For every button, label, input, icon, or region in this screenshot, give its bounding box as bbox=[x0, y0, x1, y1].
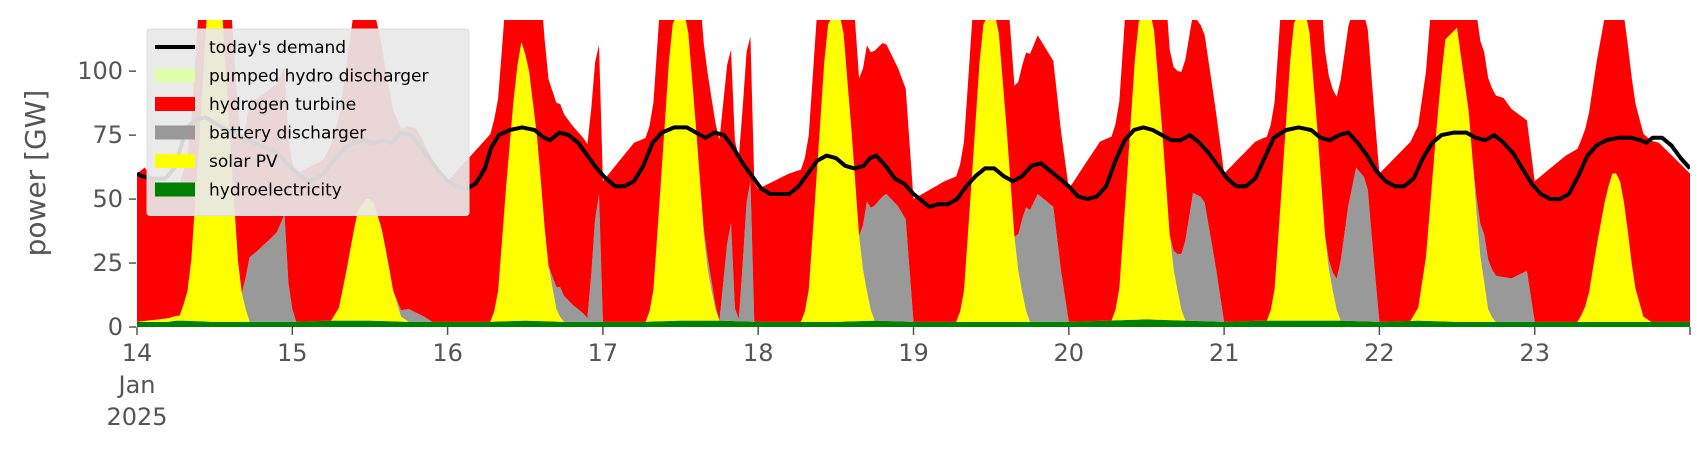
x-tick-label: 2025 bbox=[106, 403, 167, 431]
legend-item-hydrogen-turbine: hydrogen turbine bbox=[155, 95, 356, 115]
x-tick-label: 14 bbox=[122, 339, 153, 367]
legend-item-hydroelectricity: hydroelectricity bbox=[155, 181, 342, 201]
legend-label: hydrogen turbine bbox=[209, 95, 356, 115]
area-hydroelectricity bbox=[137, 319, 1690, 327]
legend-item-pumped-hydro-discharger: pumped hydro discharger bbox=[155, 67, 428, 87]
legend-swatch bbox=[155, 97, 195, 111]
area-hydrogen-turbine bbox=[137, 20, 1690, 322]
legend: today's demand pumped hydro discharger hyd… bbox=[146, 28, 470, 216]
legend-label: pumped hydro discharger bbox=[209, 67, 428, 87]
legend-item-battery-discharger: battery discharger bbox=[155, 124, 366, 144]
y-tick-label: 100 bbox=[77, 57, 123, 85]
x-tick-label: 22 bbox=[1364, 339, 1395, 367]
x-tick-label: 15 bbox=[277, 339, 308, 367]
legend-box bbox=[146, 28, 470, 216]
legend-item-solar-pv: solar PV bbox=[155, 152, 278, 172]
x-tick-label: 23 bbox=[1519, 339, 1550, 367]
y-axis-label: power [GW] bbox=[19, 90, 52, 257]
x-tick-label: 21 bbox=[1209, 339, 1240, 367]
x-axis: 14 Jan 2025 15 16 17 18 19 20 21 22 23 bbox=[106, 327, 1691, 431]
plot-area bbox=[137, 20, 1690, 327]
y-tick-label: 50 bbox=[92, 185, 123, 213]
stacked-areas bbox=[137, 20, 1690, 327]
legend-label: hydroelectricity bbox=[209, 181, 342, 201]
x-tick-label: Jan bbox=[117, 371, 156, 399]
legend-label: solar PV bbox=[209, 152, 278, 172]
area-solar-pv bbox=[137, 20, 1690, 322]
legend-label: today's demand bbox=[209, 38, 346, 58]
x-tick-label: 19 bbox=[898, 339, 929, 367]
x-tick-label: 20 bbox=[1054, 339, 1085, 367]
legend-swatch bbox=[155, 68, 195, 83]
y-tick-label: 75 bbox=[92, 121, 123, 149]
x-tick-label: 17 bbox=[588, 339, 619, 367]
legend-swatch bbox=[155, 154, 195, 168]
legend-swatch bbox=[155, 125, 195, 140]
legend-item-today-s-demand: today's demand bbox=[155, 38, 346, 58]
legend-swatch bbox=[155, 182, 195, 197]
x-tick-label: 16 bbox=[432, 339, 463, 367]
y-tick-label: 0 bbox=[108, 313, 123, 341]
x-tick-label: 18 bbox=[743, 339, 774, 367]
y-axis: 0 25 50 75 100 bbox=[77, 57, 136, 341]
y-tick-label: 25 bbox=[92, 249, 123, 277]
legend-label: battery discharger bbox=[209, 124, 366, 144]
